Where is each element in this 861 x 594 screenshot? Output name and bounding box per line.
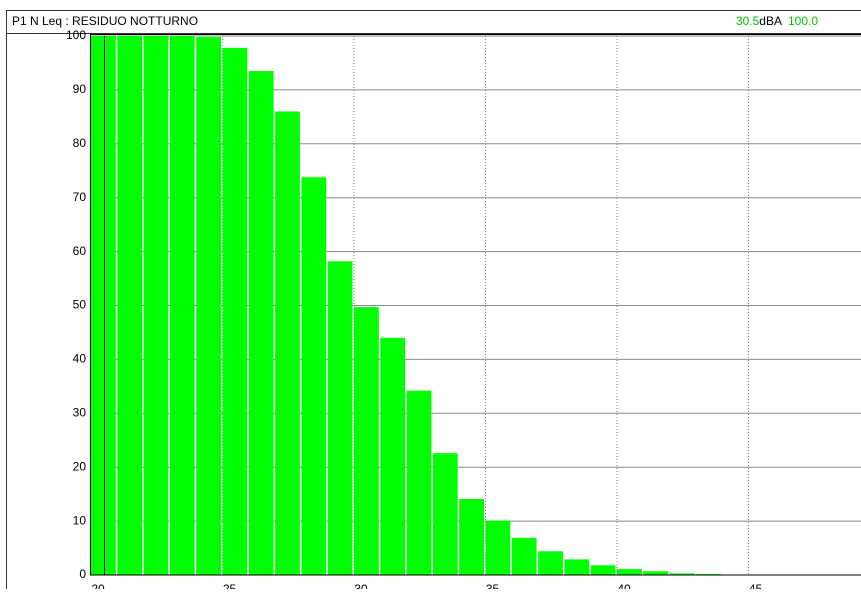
- bar: [170, 36, 195, 575]
- bar: [380, 338, 405, 575]
- y-tick-label: 90: [73, 82, 87, 96]
- bar: [354, 307, 379, 575]
- bar: [407, 391, 432, 575]
- readout-percent: 100.0: [788, 14, 818, 28]
- bar: [433, 453, 458, 575]
- bar: [275, 111, 300, 575]
- y-tick-label: 60: [73, 244, 87, 258]
- bar: [328, 261, 353, 575]
- y-tick-label: 70: [73, 190, 87, 204]
- y-tick-label: 100: [66, 28, 86, 42]
- bar: [486, 521, 511, 575]
- x-tick-label: 45: [749, 582, 763, 589]
- readout: 30.5dBA 100.0: [736, 14, 818, 28]
- bar: [617, 569, 642, 575]
- y-tick-label: 50: [73, 298, 87, 312]
- bar: [643, 571, 668, 575]
- y-tick-label: 40: [73, 352, 87, 366]
- x-tick-label: 25: [223, 582, 237, 589]
- bar: [144, 36, 169, 575]
- x-tick-label: 30: [354, 582, 368, 589]
- bar: [459, 499, 484, 575]
- x-tick-label: 20: [91, 582, 105, 589]
- y-tick-label: 80: [73, 136, 87, 150]
- x-tick-label: 40: [617, 582, 631, 589]
- readout-value: 30.5: [736, 14, 760, 28]
- bar: [249, 71, 274, 575]
- bar: [564, 559, 589, 575]
- bar: [91, 36, 116, 575]
- chart-title: P1 N Leq : RESIDUO NOTTURNO: [12, 14, 198, 28]
- readout-unit: dBA: [759, 14, 782, 28]
- bar: [591, 565, 616, 575]
- bar: [223, 48, 248, 575]
- y-tick-label: 10: [73, 513, 87, 527]
- bar: [301, 177, 326, 575]
- y-tick-label: 20: [73, 459, 87, 473]
- y-tick-label: 0: [79, 567, 86, 581]
- bar: [117, 36, 142, 575]
- bar: [196, 37, 221, 575]
- x-tick-label: 35: [486, 582, 500, 589]
- bar: [538, 551, 563, 575]
- y-tick-label: 30: [73, 405, 87, 419]
- bar: [512, 538, 537, 575]
